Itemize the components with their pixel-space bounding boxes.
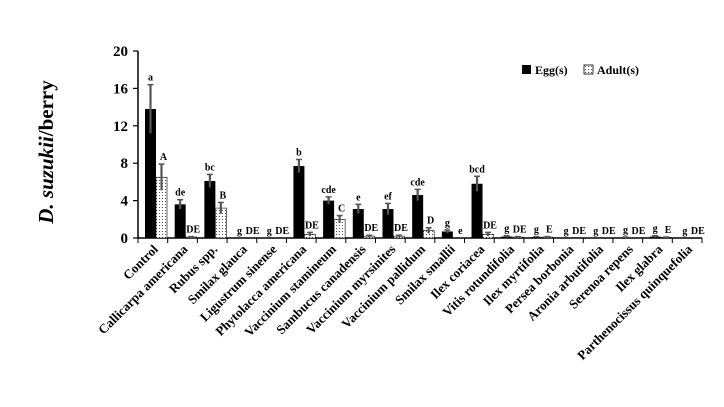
sig-letter-adults: DE bbox=[572, 226, 586, 237]
bar-eggs bbox=[352, 209, 364, 238]
y-tick-label: 8 bbox=[121, 156, 129, 172]
bar-eggs bbox=[382, 209, 394, 238]
sig-letter-adults: B bbox=[220, 190, 227, 201]
bar-eggs bbox=[293, 166, 305, 238]
sig-letter-adults: DE bbox=[483, 220, 497, 231]
bar-eggs bbox=[174, 204, 186, 238]
sig-letter-adults: DE bbox=[513, 225, 527, 236]
sig-letter-adults: DE bbox=[305, 220, 319, 231]
bar-eggs bbox=[204, 180, 216, 238]
sig-letter-eggs: g bbox=[653, 224, 658, 235]
bar-eggs bbox=[412, 194, 424, 238]
bar-eggs bbox=[145, 108, 156, 238]
bar-eggs bbox=[323, 200, 335, 238]
sig-letter-eggs: g bbox=[237, 226, 242, 237]
sig-letter-eggs: g bbox=[504, 224, 509, 235]
sig-letter-eggs: de bbox=[175, 188, 186, 199]
sig-letter-eggs: g bbox=[682, 226, 687, 237]
sig-letter-eggs: g bbox=[623, 225, 628, 236]
sig-letter-adults: DE bbox=[186, 225, 200, 236]
sig-letter-adults: DE bbox=[602, 226, 616, 237]
sig-letter-adults: DE bbox=[246, 226, 260, 237]
y-axis-title-italic: D. suzukii bbox=[34, 136, 58, 225]
bar-eggs bbox=[471, 183, 483, 238]
sig-letter-eggs: bc bbox=[205, 162, 216, 173]
sig-letter-adults: E bbox=[665, 225, 672, 236]
sig-letter-eggs: e bbox=[356, 192, 361, 203]
sig-letter-eggs: cde bbox=[321, 185, 336, 196]
legend-swatch-adults bbox=[583, 64, 594, 75]
legend-label-adults: Adult(s) bbox=[597, 63, 639, 77]
y-tick-label: 0 bbox=[121, 231, 129, 247]
sig-letter-adults: DE bbox=[631, 226, 645, 237]
sig-letter-adults: E bbox=[546, 225, 553, 236]
sig-letter-adults: DE bbox=[394, 223, 408, 234]
legend-swatch-eggs bbox=[522, 65, 531, 74]
sig-letter-adults: DE bbox=[275, 226, 289, 237]
sig-letter-eggs: b bbox=[296, 147, 302, 158]
sig-letter-adults: DE bbox=[364, 223, 378, 234]
sig-letter-eggs: bcd bbox=[469, 164, 485, 175]
y-tick-label: 4 bbox=[121, 194, 129, 210]
sig-letter-eggs: g bbox=[593, 226, 598, 237]
sig-letter-eggs: g bbox=[267, 226, 272, 237]
bar-eggs bbox=[441, 231, 453, 238]
sig-letter-eggs: cde bbox=[410, 177, 425, 188]
y-tick-label: 12 bbox=[113, 119, 128, 135]
y-axis-title-rest: /berry bbox=[34, 80, 58, 137]
legend-label-eggs: Egg(s) bbox=[535, 63, 568, 77]
sig-letter-eggs: ef bbox=[384, 191, 392, 202]
sig-letter-eggs: g bbox=[564, 226, 569, 237]
sig-letter-adults: DE bbox=[691, 226, 705, 237]
sig-letter-adults: A bbox=[160, 152, 168, 163]
legend: Egg(s) Adult(s) bbox=[522, 63, 639, 77]
sig-letter-adults: C bbox=[338, 204, 345, 215]
sig-letter-eggs: g bbox=[445, 218, 450, 229]
sig-letter-eggs: g bbox=[534, 225, 539, 236]
sig-letter-adults: e bbox=[458, 226, 463, 237]
sig-letter-eggs: a bbox=[148, 73, 153, 84]
axes: 0 4 8 12 16 20 bbox=[113, 44, 703, 247]
y-axis-title: D. suzukii/berry bbox=[34, 80, 58, 225]
sig-letter-adults: D bbox=[427, 216, 434, 227]
y-tick-label: 20 bbox=[113, 44, 128, 60]
y-tick-label: 16 bbox=[113, 81, 129, 97]
